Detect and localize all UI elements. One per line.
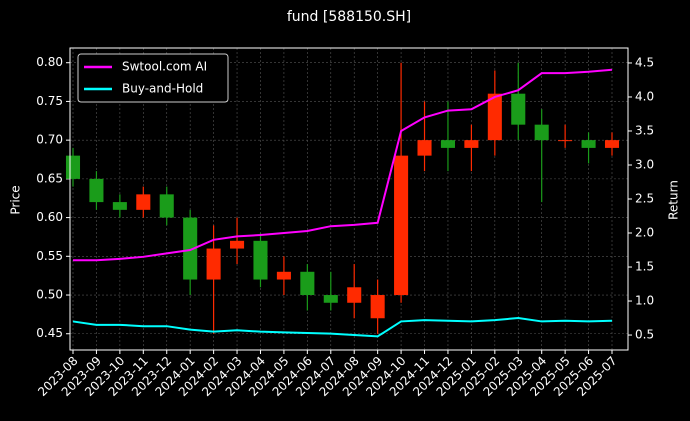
candle-body [300, 271, 315, 296]
y-tick-label: 0.65 [36, 171, 63, 185]
candle-body [511, 93, 526, 125]
candle-body [323, 295, 338, 303]
y2-tick-label: 2.0 [635, 226, 654, 240]
candle-body [534, 124, 549, 141]
candle-body [487, 93, 502, 141]
candle-body [136, 194, 151, 210]
candle-body [89, 178, 104, 203]
y2-tick-label: 1.0 [635, 294, 654, 308]
candle-body [417, 140, 432, 156]
y2-tick-label: 4.5 [635, 55, 654, 69]
y-tick-label: 0.45 [36, 326, 63, 340]
y2-tick-label: 1.5 [635, 260, 654, 274]
legend: Swtool.com AI Buy-and-Hold [77, 53, 229, 103]
candle-body [394, 155, 409, 296]
legend-label: Swtool.com AI [122, 60, 207, 74]
candle-body [347, 287, 362, 303]
y-tick-label: 0.60 [36, 210, 63, 224]
series-line [72, 317, 613, 338]
y-tick-label: 0.75 [36, 94, 63, 108]
candle-body [183, 217, 198, 280]
y2-tick-label: 3.0 [635, 157, 654, 171]
y-tick-label: 0.50 [36, 288, 63, 302]
candle-body [253, 240, 268, 280]
candle-body [112, 202, 127, 210]
y-tick-label: 0.55 [36, 249, 63, 263]
y-tick-label: 0.80 [36, 55, 63, 69]
y2-tick-label: 0.5 [635, 328, 654, 342]
candle-body [370, 295, 385, 319]
legend-label: Buy-and-Hold [122, 82, 203, 96]
y2-tick-label: 4.0 [635, 89, 654, 103]
chart-title: fund [588150.SH] [287, 9, 411, 25]
plot-frame [69, 47, 629, 351]
candle-body [230, 240, 245, 249]
candle-body [276, 271, 291, 280]
y2-tick-label: 3.5 [635, 123, 654, 137]
candle-body [581, 140, 596, 148]
candle-body [159, 194, 174, 218]
y-tick-label: 0.70 [36, 133, 63, 147]
candle-body [206, 248, 221, 280]
candle-body [604, 140, 620, 148]
y2-tick-label: 2.5 [635, 192, 654, 206]
candle-body [464, 140, 479, 148]
y-axis-label: Price [9, 185, 23, 214]
candle-body [558, 140, 573, 142]
series-line [73, 68, 613, 262]
y2-axis-label: Return [667, 180, 681, 220]
legend-box [77, 53, 229, 103]
candle-body [65, 155, 81, 179]
candle-body [440, 140, 455, 148]
